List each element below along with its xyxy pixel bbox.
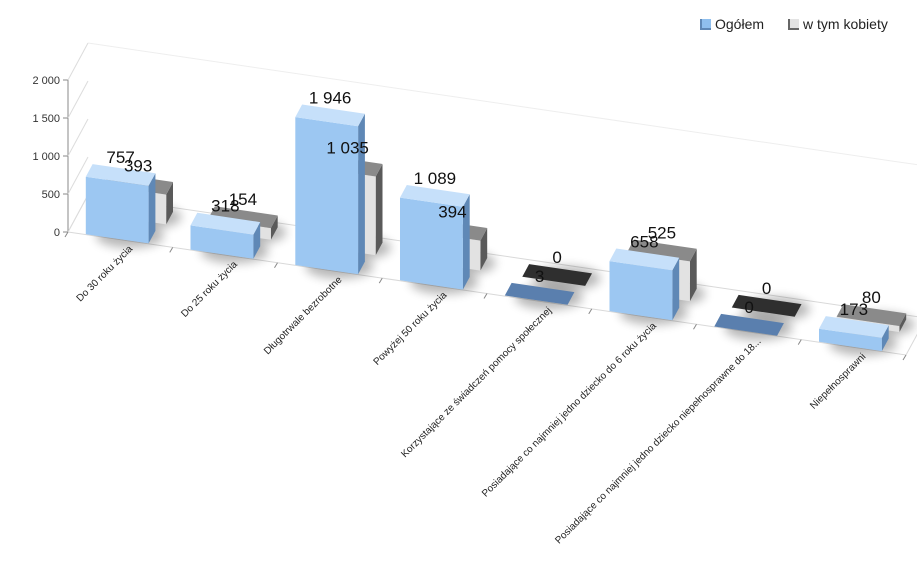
x-tick-mark	[693, 323, 697, 330]
bar-top-face	[504, 282, 575, 305]
x-tick-mark	[902, 354, 907, 361]
bar-ogolem-2	[295, 104, 365, 275]
x-tick-label: Korzystające ze świadczeń pomocy społecz…	[399, 305, 554, 460]
bar-top-face	[400, 185, 470, 207]
y-gridline-diag	[67, 194, 89, 233]
y-gridline-diag	[67, 42, 89, 81]
value-label-kobiety: 80	[862, 288, 881, 307]
x-tick-mark	[588, 308, 593, 315]
y-tick-label: 1 000	[32, 151, 60, 163]
bar-front-face	[400, 197, 463, 290]
bar-top-face	[819, 316, 889, 338]
y-tick-label: 0	[54, 227, 60, 239]
bar-top-face	[836, 304, 907, 326]
value-label-kobiety: 1 035	[326, 139, 369, 158]
value-label-kobiety: 525	[648, 224, 676, 243]
x-tick-mark	[64, 231, 69, 238]
x-tick-label: Niepełnosprawni	[808, 352, 868, 412]
x-tick-mark	[274, 262, 278, 269]
x-tick-label: Długotrwale bezrobotne	[262, 274, 345, 357]
legend-item-kobiety: w tym kobiety	[788, 16, 888, 32]
bar-side-face	[480, 228, 488, 271]
bar-side-face	[358, 113, 365, 275]
bar-top-face	[295, 104, 365, 127]
legend-swatch-kobiety	[788, 18, 800, 30]
x-tick-mark	[797, 339, 802, 345]
bar-top-face	[190, 212, 261, 235]
bar-front-face	[85, 176, 149, 244]
legend-label-kobiety: w tym kobiety	[803, 16, 888, 32]
value-label-ogolem: 757	[106, 148, 134, 167]
bar-top-face	[714, 313, 784, 336]
bar-ogolem-6	[714, 313, 784, 336]
bar-front-face	[295, 117, 359, 275]
bar-ogolem-3	[400, 185, 470, 290]
bar-side-face	[689, 248, 697, 302]
x-tick-mark	[169, 247, 174, 253]
bar-front-face	[819, 328, 882, 352]
bar-ogolem-4	[504, 282, 575, 305]
value-label-ogolem: 3	[535, 267, 544, 286]
x-tick-label: Do 25 roku życia	[179, 259, 240, 320]
bar-kobiety-4	[522, 264, 592, 286]
x-tick-label: Do 30 roku życia	[75, 244, 136, 305]
value-label-ogolem: 0	[744, 298, 753, 317]
bar-front-face	[190, 225, 254, 259]
legend-label-ogolem: Ogółem	[715, 16, 765, 32]
bar-side-face	[270, 215, 278, 240]
bar-ogolem-1	[190, 212, 261, 259]
value-label-kobiety: 394	[438, 203, 466, 222]
value-label-ogolem: 1 089	[414, 169, 457, 188]
bar-side-face	[462, 194, 470, 290]
y-gridline-diag	[67, 156, 89, 195]
x-tick-mark	[483, 293, 488, 299]
legend-swatch-ogolem	[700, 18, 711, 30]
value-label-kobiety: 0	[762, 279, 771, 298]
x-tick-label: Powyżej 50 roku życia	[372, 290, 450, 368]
value-label-ogolem: 173	[840, 300, 868, 319]
y-tick-label: 1 500	[32, 113, 60, 125]
legend-item-ogolem: Ogółem	[700, 16, 764, 32]
y-gridline-diag	[67, 118, 89, 157]
value-label-ogolem: 318	[211, 197, 239, 216]
bar-ogolem-7	[819, 316, 889, 352]
y-tick-label: 500	[42, 189, 60, 201]
bar-top-face	[208, 206, 278, 229]
y-gridline-diag	[67, 80, 89, 119]
legend: Ogółem w tym kobiety	[700, 16, 888, 32]
bar-side-face	[148, 173, 156, 244]
value-label-kobiety: 154	[229, 190, 257, 209]
bar-side-face	[253, 222, 261, 259]
bar-front-face	[609, 261, 673, 321]
bar-top-face	[609, 248, 680, 271]
bar-top-face	[627, 239, 697, 262]
y-tick-label: 2 000	[32, 75, 60, 87]
bar-top-face	[85, 164, 156, 186]
bar-ogolem-5	[609, 248, 680, 321]
x-tick-label: Posiadające co najmniej jedno dziecko ni…	[553, 336, 763, 546]
bar-top-face	[522, 264, 592, 286]
bar-ogolem-0	[85, 164, 156, 244]
bar-kobiety-6	[731, 294, 802, 317]
value-label-ogolem: 1 946	[309, 88, 352, 107]
bar-side-face	[166, 182, 173, 225]
bar-side-face	[899, 313, 907, 333]
value-label-kobiety: 393	[124, 157, 152, 176]
bar-side-face	[881, 325, 889, 352]
bar-top-face	[731, 294, 802, 317]
x-tick-mark	[378, 277, 383, 284]
value-label-ogolem: 658	[630, 232, 658, 251]
bar-side-face	[672, 257, 680, 321]
back-wall-top	[87, 42, 917, 166]
bar-side-face	[375, 164, 383, 256]
value-label-kobiety: 0	[552, 248, 561, 267]
